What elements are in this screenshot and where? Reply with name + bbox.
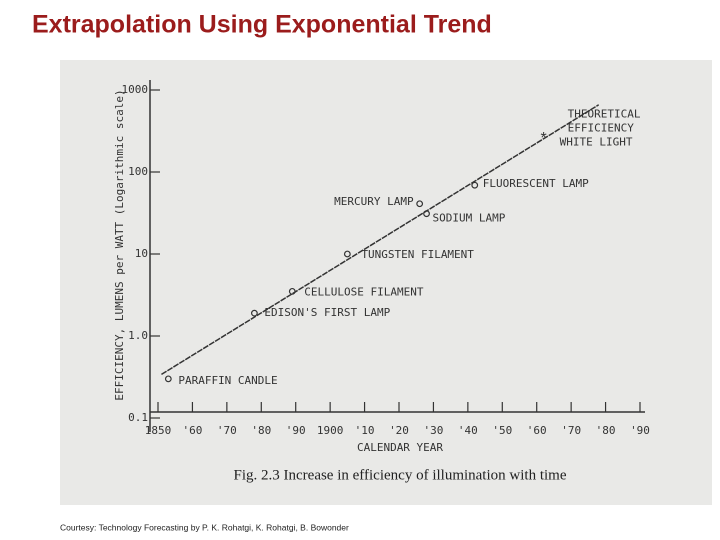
x-tick-label: '70 bbox=[561, 424, 581, 437]
x-tick-label: '30 bbox=[423, 424, 443, 437]
point bbox=[423, 210, 430, 218]
slide-title: Extrapolation Using Exponential Trend bbox=[32, 11, 492, 39]
point bbox=[416, 200, 424, 208]
y-tick-label: 10 bbox=[135, 247, 148, 260]
point-label: SODIUM LAMP bbox=[433, 212, 506, 225]
y-tick-label: 0.1 bbox=[128, 411, 148, 424]
point bbox=[288, 287, 296, 295]
scan-background bbox=[60, 60, 712, 505]
y-tick-label: 100 bbox=[128, 165, 148, 178]
y-tick-label: 1000 bbox=[122, 83, 149, 96]
x-tick-label: 1850 bbox=[145, 424, 172, 437]
point-label: CELLULOSE FILAMENT bbox=[304, 285, 424, 298]
x-tick-label: 1900 bbox=[317, 424, 344, 437]
point-label: PARAFFIN CANDLE bbox=[178, 374, 277, 387]
point-label: FLUORESCENT LAMP bbox=[483, 177, 589, 190]
trend-line bbox=[161, 104, 600, 376]
x-tick-label: '60 bbox=[182, 424, 202, 437]
point bbox=[164, 375, 172, 383]
point-label: EDISON'S FIRST LAMP bbox=[264, 306, 390, 319]
point-label: TUNGSTEN FILAMENT bbox=[361, 248, 474, 261]
footer: Courtesy: Technology Forecasting by P. K… bbox=[60, 522, 349, 532]
point bbox=[250, 309, 258, 317]
y-tick-label: 1.0 bbox=[128, 329, 148, 342]
point bbox=[343, 250, 351, 258]
caption: Fig. 2.3 Increase in efficiency of illum… bbox=[234, 467, 567, 483]
point-label: WHITE LIGHT bbox=[560, 136, 633, 149]
x-tick-label: '70 bbox=[217, 424, 237, 437]
point-star: * bbox=[540, 130, 546, 147]
x-tick-label: '60 bbox=[527, 424, 547, 437]
x-tick-label: '80 bbox=[596, 424, 616, 437]
point-label: THEORETICAL bbox=[568, 108, 641, 121]
point-label: MERCURY LAMP bbox=[334, 195, 414, 208]
x-tick-label: '40 bbox=[458, 424, 478, 437]
x-tick-label: '50 bbox=[492, 424, 512, 437]
x-axis-label: CALENDAR YEAR bbox=[357, 441, 443, 454]
y-axis-label: EFFICIENCY, LUMENS per WATT (Logarithmic… bbox=[113, 89, 126, 400]
x-tick-label: '20 bbox=[389, 424, 409, 437]
x-tick-label: '10 bbox=[355, 424, 375, 437]
point-label: EFFICIENCY bbox=[568, 122, 635, 135]
x-tick-label: '80 bbox=[251, 424, 271, 437]
x-tick-label: '90 bbox=[286, 424, 306, 437]
point bbox=[471, 181, 479, 189]
x-tick-label: '90 bbox=[630, 424, 650, 437]
